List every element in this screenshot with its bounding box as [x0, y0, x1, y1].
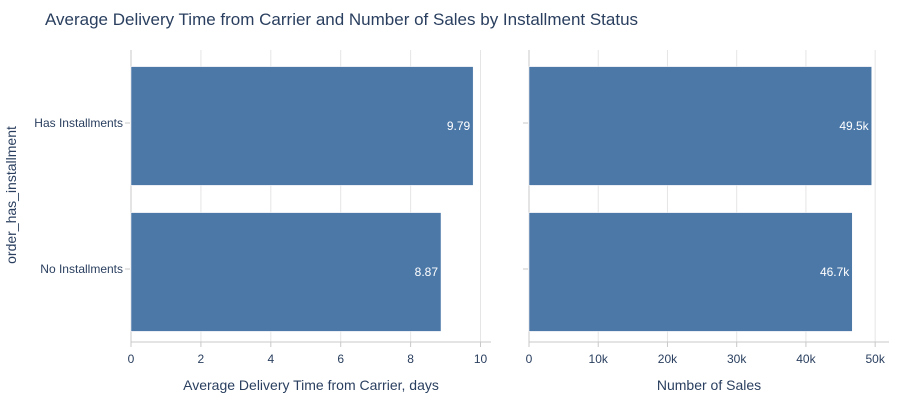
- x-tick-label: 40k: [796, 352, 816, 366]
- chart-title: Average Delivery Time from Carrier and N…: [45, 10, 638, 29]
- panel-delivery-time: 9.79 Has Installments 8.87 No Installments 0…: [34, 50, 491, 393]
- bar-value-label: 46.7k: [820, 265, 850, 279]
- x-tick-label: 30k: [727, 352, 747, 366]
- panel-number-of-sales: 49.5k 46.7k 0 10k 20k 30k 40k 50k Number of Sale…: [523, 50, 889, 393]
- x-tick-label: 20k: [658, 352, 678, 366]
- y-axis-label: order_has_installment: [3, 126, 19, 264]
- x-tick-label: 8: [407, 352, 414, 366]
- bar[interactable]: [130, 66, 474, 186]
- x-axis-label: Average Delivery Time from Carrier, days: [183, 377, 439, 393]
- x-tick-label: 4: [267, 352, 274, 366]
- x-tick-label: 0: [128, 352, 135, 366]
- bar[interactable]: [130, 212, 442, 332]
- x-tick-label: 2: [198, 352, 205, 366]
- x-tick-label: 10k: [589, 352, 609, 366]
- category-label: Has Installments: [34, 116, 123, 130]
- x-axis-label: Number of Sales: [657, 377, 761, 393]
- x-tick-label: 6: [337, 352, 344, 366]
- x-tick-label: 0: [526, 352, 533, 366]
- bar-value-label: 8.87: [415, 265, 439, 279]
- x-tick-label: 50k: [865, 352, 885, 366]
- x-tick-label: 10: [474, 352, 488, 366]
- bar-value-label: 9.79: [447, 119, 471, 133]
- bar-value-label: 49.5k: [839, 119, 869, 133]
- bar[interactable]: [528, 212, 853, 332]
- bar[interactable]: [528, 66, 872, 186]
- category-label: No Installments: [40, 262, 123, 276]
